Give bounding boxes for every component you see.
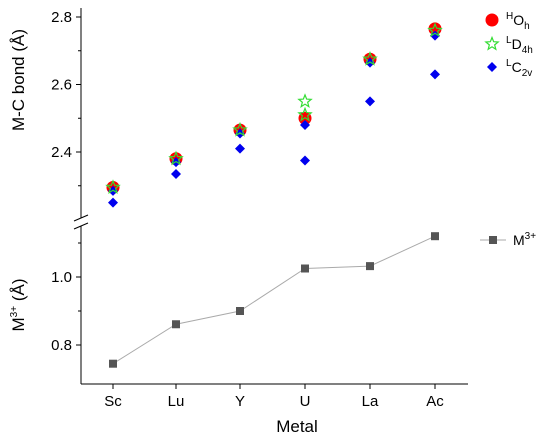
y-tick-label-top: 2.8 (51, 9, 72, 26)
y-tick-label-top: 2.4 (51, 144, 72, 161)
x-tick-label: Sc (104, 393, 122, 410)
point-D4h (105, 179, 121, 195)
chart-marks (105, 22, 443, 368)
y-axis-title-bottom-sup: 3+ (9, 306, 20, 318)
legend-marker-M3+ (489, 236, 497, 244)
y-axis-title-bottom: M3+ (Å) (9, 279, 28, 332)
x-tick-label: Lu (168, 393, 185, 410)
point-D4h (427, 22, 443, 38)
axis-break-mark (73, 214, 89, 222)
point-M3+ (172, 320, 180, 329)
series-line-M3+ (112, 235, 436, 365)
point-C2v (108, 197, 118, 208)
x-axis-title: Metal (276, 417, 318, 436)
y-tick-label-top: 2.6 (51, 77, 72, 94)
point-C2v (300, 120, 310, 130)
axes: 2.4 2.6 2.8 0.8 1.0 Sc Lu Y U La Ac (51, 8, 468, 410)
legend-marker-C2v (487, 62, 497, 72)
legend-label-D4h: LD4h (506, 35, 533, 56)
point-D4h (297, 93, 313, 108)
y-tick-label-bottom: 0.8 (51, 337, 72, 354)
y-axis-title-bottom-unit: (Å) (9, 279, 28, 306)
point-D4h (362, 51, 378, 66)
x-tick-label: U (300, 393, 311, 410)
point-M3+ (236, 307, 244, 315)
point-C2v (430, 69, 440, 80)
point-M3+ (301, 264, 309, 273)
point-D4h (232, 121, 248, 137)
point-M3+ (109, 359, 117, 368)
point-C2v (300, 155, 310, 166)
point-D4h (168, 150, 184, 166)
x-tick-label: Ac (426, 393, 444, 410)
legend-marker-D4h (484, 35, 500, 51)
legend-marker-Oh (485, 13, 499, 27)
legend-label-M3+: M3+ (513, 231, 536, 248)
y-axis-title-bottom-base: M (9, 317, 28, 331)
point-C2v (235, 143, 245, 154)
axis-break-mark (73, 222, 89, 230)
x-tick-label: La (362, 393, 379, 410)
x-tick-label: Y (235, 393, 245, 410)
legend-label-C2v: LC2v (506, 58, 532, 79)
legend-label-Oh: HOh (506, 11, 530, 32)
point-C2v (365, 96, 375, 107)
point-M3+ (431, 232, 439, 241)
y-tick-label-bottom: 1.0 (51, 269, 72, 286)
point-M3+ (366, 262, 374, 271)
point-D4h (297, 106, 313, 122)
point-C2v (171, 168, 181, 179)
y-axis-title-top: M-C bond (Å) (9, 29, 28, 131)
